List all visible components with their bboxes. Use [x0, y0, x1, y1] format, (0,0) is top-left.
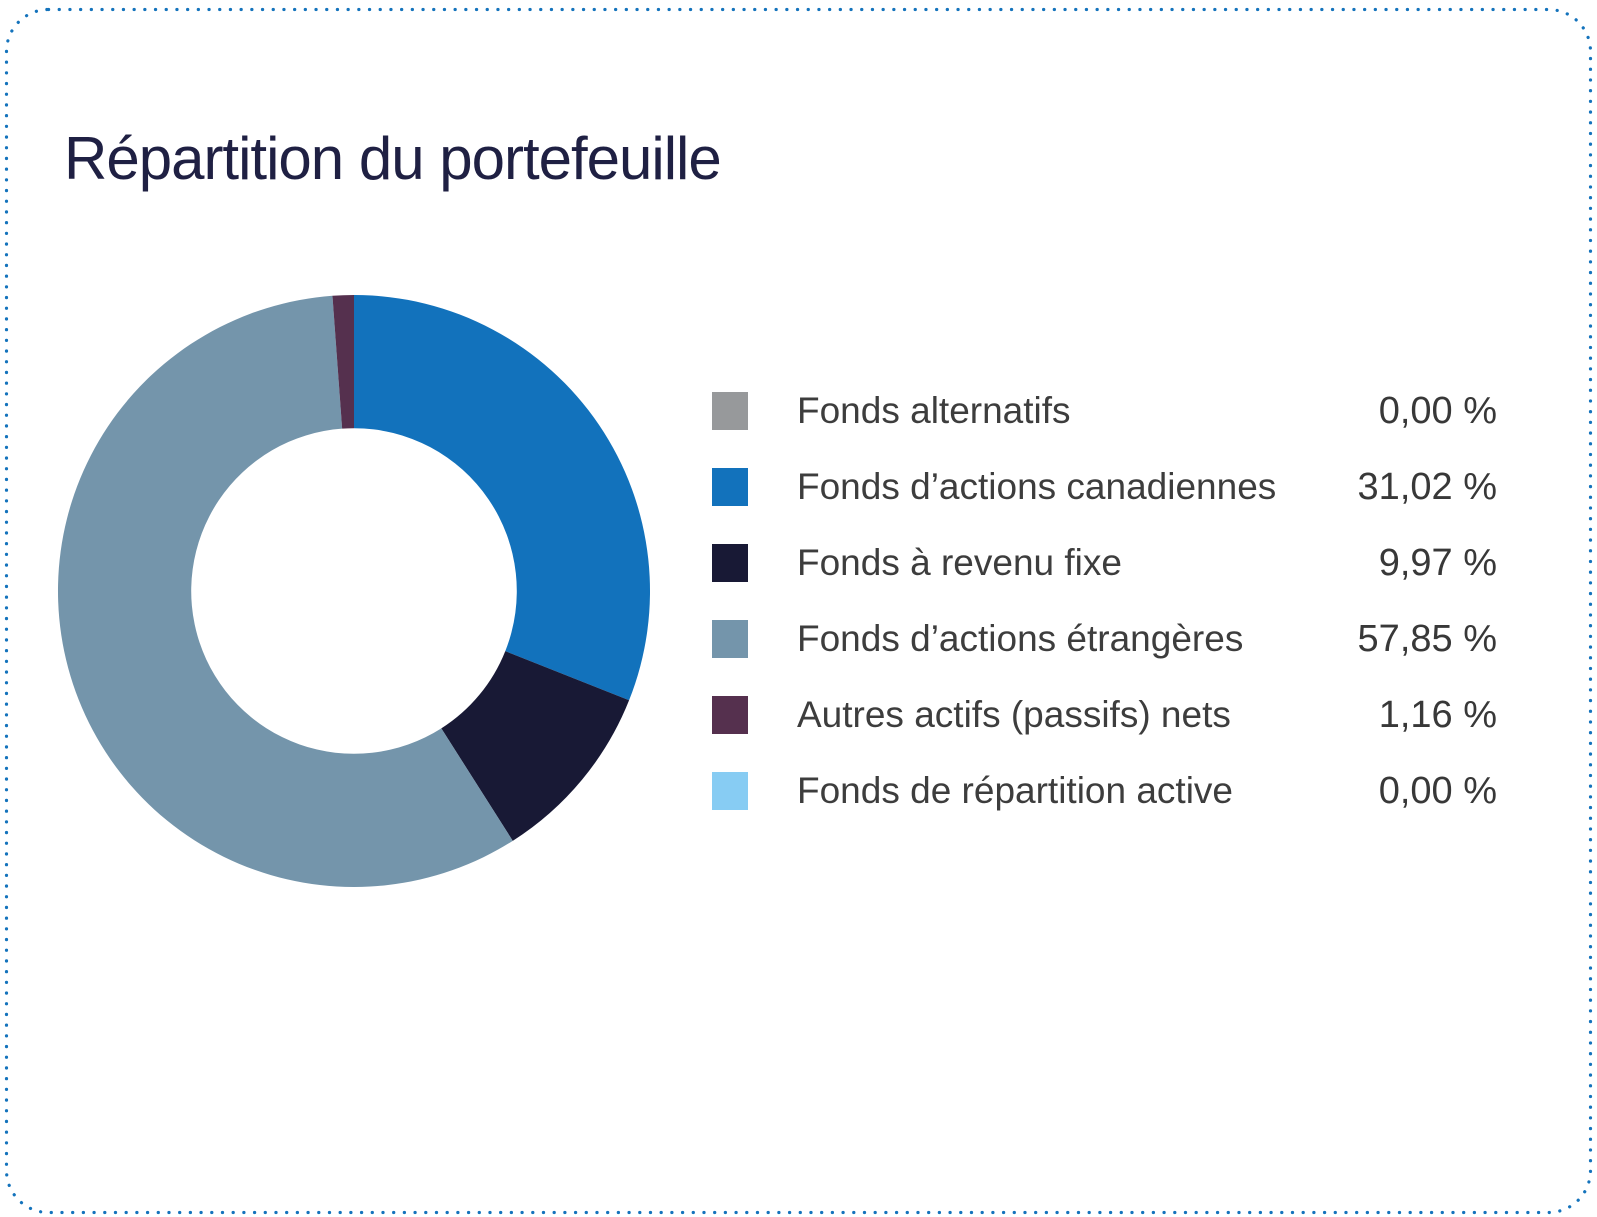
legend-swatch — [712, 772, 748, 810]
donut-chart-svg — [57, 295, 651, 888]
chart-legend: Fonds alternatifs 0,00 % Fonds d’actions… — [712, 373, 1497, 829]
legend-value: 9,97 % — [1378, 541, 1497, 584]
legend-value: 31,02 % — [1357, 465, 1497, 508]
donut-segment — [332, 295, 354, 429]
legend-value: 1,16 % — [1378, 693, 1497, 736]
legend-label: Fonds d’actions étrangères — [797, 618, 1244, 659]
legend-value: 0,00 % — [1378, 769, 1497, 812]
legend-item: Autres actifs (passifs) nets 1,16 % — [712, 677, 1497, 753]
legend-label: Autres actifs (passifs) nets — [797, 694, 1231, 735]
legend-item: Fonds alternatifs 0,00 % — [712, 373, 1497, 449]
legend-item: Fonds de répartition active 0,00 % — [712, 753, 1497, 829]
legend-swatch — [712, 620, 748, 658]
legend-item: Fonds d’actions canadiennes 31,02 % — [712, 449, 1497, 525]
legend-value: 57,85 % — [1357, 617, 1497, 660]
legend-item: Fonds d’actions étrangères 57,85 % — [712, 601, 1497, 677]
legend-label: Fonds à revenu fixe — [797, 542, 1122, 583]
portfolio-donut-chart — [54, 291, 654, 891]
legend-swatch — [712, 392, 748, 430]
legend-swatch — [712, 468, 748, 506]
legend-label: Fonds d’actions canadiennes — [797, 466, 1277, 507]
donut-segment — [57, 295, 513, 888]
legend-value: 0,00 % — [1378, 389, 1497, 432]
legend-swatch — [712, 696, 748, 734]
donut-segment — [354, 295, 651, 701]
page-title: Répartition du portefeuille — [64, 125, 722, 192]
legend-label: Fonds alternatifs — [797, 390, 1071, 431]
legend-item: Fonds à revenu fixe 9,97 % — [712, 525, 1497, 601]
donut-segment — [441, 651, 630, 841]
legend-label: Fonds de répartition active — [797, 770, 1234, 811]
legend-swatch — [712, 544, 748, 582]
